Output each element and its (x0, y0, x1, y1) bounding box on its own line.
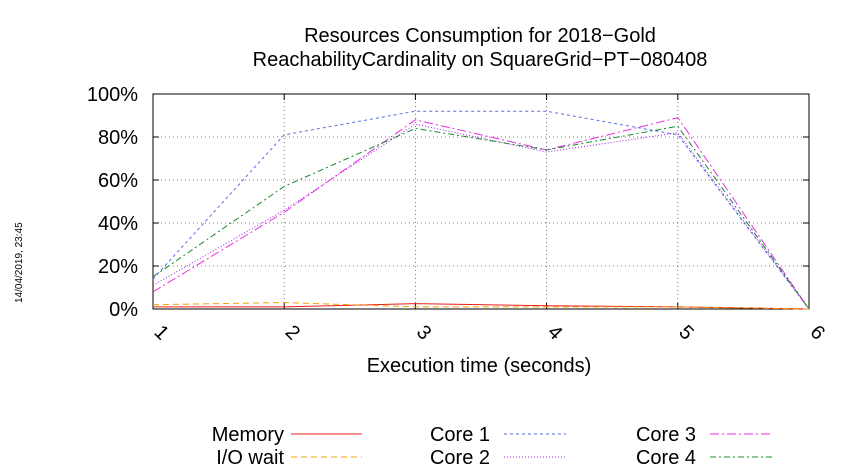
series-core-2 (152, 123, 810, 310)
grid (153, 94, 809, 309)
series-i-o-wait (152, 302, 810, 310)
chart-title-line-1: Resources Consumption for 2018−Gold (304, 25, 656, 47)
legend-label-core-4: Core 4 (636, 447, 696, 469)
legend-label-i-o-wait: I/O wait (216, 447, 284, 469)
y-axis: 0% 20% 40% 60% 80% 100% (87, 84, 809, 321)
y-tick-label: 0% (109, 299, 138, 321)
legend-label-core-2: Core 2 (430, 447, 490, 469)
series-core-4 (152, 125, 810, 310)
x-tick-label: 4 (543, 321, 566, 344)
x-tick-label: 1 (150, 321, 173, 344)
y-tick-label: 60% (98, 170, 138, 192)
timestamp: 14/04/2019, 23:45 (14, 222, 25, 303)
series-core-1 (152, 110, 810, 310)
series-core-3 (152, 117, 810, 310)
x-axis-label: Execution time (seconds) (367, 355, 592, 377)
legend-label-core-3: Core 3 (636, 424, 696, 446)
x-tick-label: 6 (806, 321, 829, 344)
chart-title-line-2: ReachabilityCardinality on SquareGrid−PT… (253, 49, 708, 71)
legend-label-memory: Memory (212, 424, 284, 446)
x-tick-label: 2 (281, 321, 304, 344)
y-tick-label: 80% (98, 127, 138, 149)
chart-title: Resources Consumption for 2018−Gold Reac… (253, 25, 708, 71)
plot-frame (152, 93, 810, 310)
legend-label-core-1: Core 1 (430, 424, 490, 446)
y-tick-label: 20% (98, 256, 138, 278)
y-tick-label: 40% (98, 213, 138, 235)
y-tick-label: 100% (87, 84, 138, 106)
series-lines (152, 110, 810, 310)
series-memory (153, 303, 810, 310)
x-tick-label: 3 (412, 321, 435, 344)
x-tick-label: 5 (674, 321, 697, 344)
